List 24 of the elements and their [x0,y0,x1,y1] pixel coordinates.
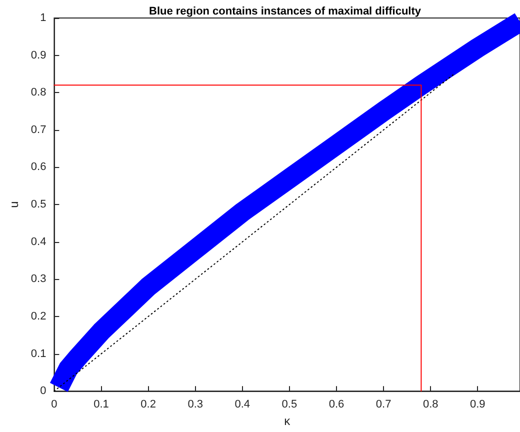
y-tick-label: 0.6 [30,161,46,174]
y-tick-label: 0.9 [30,49,46,62]
x-tick-label: 0.3 [188,398,203,411]
chart-title: Blue region contains instances of maximal difficulty [148,6,422,18]
x-tick-label: 0.4 [234,398,250,411]
y-tick-label: 0.8 [30,86,46,99]
x-tick-label: 0.8 [422,398,438,411]
y-tick-label: 0.4 [30,236,46,248]
x-tick-label: 0 [51,398,58,411]
y-tick-label: 0.2 [30,310,46,322]
x-tick-label: 0.9 [470,398,486,411]
x-axis-title: κ [284,414,292,428]
y-tick-label: 0 [40,385,46,398]
y-axis-title: u [7,201,21,208]
y-tick-label: 0.7 [30,124,46,136]
x-tick-label: 0.1 [94,398,109,411]
y-tick-label: 0.3 [30,273,46,286]
x-tick-label: 0.2 [140,398,156,411]
x-tick-label: 0.7 [376,398,392,411]
y-tick-label: 0.5 [30,198,46,211]
y-tick-label: 0.1 [30,348,46,360]
x-tick-label: 0.5 [282,398,298,411]
x-tick-label: 0.6 [328,398,344,411]
y-tick-label: 1 [40,12,46,24]
